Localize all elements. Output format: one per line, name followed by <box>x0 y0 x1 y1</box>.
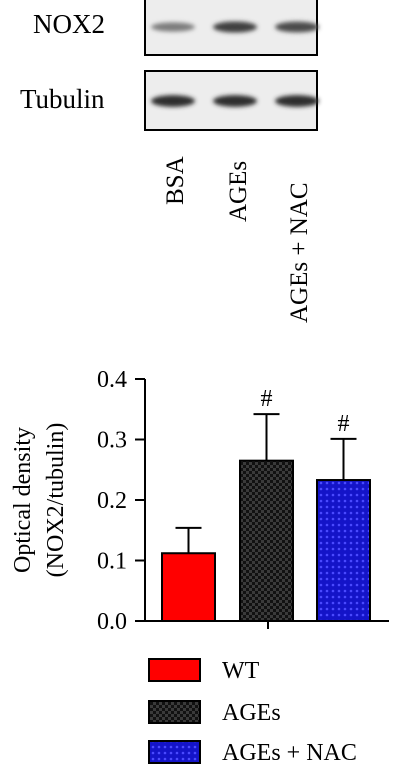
western-blot-panel: NOX2 Tubulin BSA AGEs AGEs + NAC <box>20 0 319 323</box>
legend-swatch <box>148 700 201 724</box>
blot-band <box>151 95 195 107</box>
significance-marker: # <box>338 411 350 437</box>
bar-chart: Optical density (NOX2/tubulin) 0.0 0.1 0.2… <box>10 367 389 635</box>
y-axis-title-line2: (NOX2/tubulin) <box>43 423 69 578</box>
bar-ages <box>239 459 294 622</box>
legend-swatch <box>148 740 201 764</box>
y-tick-label: 0.4 <box>97 367 127 393</box>
legend-swatch <box>148 658 201 682</box>
blot-band <box>151 22 195 32</box>
bar-ages-nac <box>316 479 371 622</box>
y-axis-ticks: 0.0 0.1 0.2 0.3 0.4 <box>97 367 269 635</box>
y-tick-label: 0.1 <box>97 549 127 575</box>
legend-label: AGEs <box>222 700 281 726</box>
blot-band <box>275 21 319 33</box>
y-tick-label: 0.0 <box>97 609 127 635</box>
legend: WT AGEs AGEs + NAC <box>148 658 357 766</box>
lane-label-ages-nac: AGEs + NAC <box>286 183 313 324</box>
lane-label-ages: AGEs <box>225 161 252 222</box>
blot-band <box>275 95 319 107</box>
legend-label: AGEs + NAC <box>222 740 357 766</box>
significance-marker: # <box>261 386 273 412</box>
lane-label-bsa: BSA <box>162 156 189 205</box>
legend-label: WT <box>222 658 260 684</box>
blot-band <box>213 95 257 107</box>
blot-bands-tubulin <box>151 95 319 107</box>
bar-series: ## <box>161 386 371 622</box>
blot-bands-nox2 <box>151 21 319 33</box>
y-tick-label: 0.2 <box>97 488 127 514</box>
y-tick-label: 0.3 <box>97 428 127 454</box>
blot-row-label-tubulin: Tubulin <box>20 84 105 114</box>
blot-row-label-nox2: NOX2 <box>33 9 105 39</box>
blot-band <box>213 21 257 33</box>
bar-wt <box>161 552 216 622</box>
y-axis-title-line1: Optical density <box>10 427 36 573</box>
